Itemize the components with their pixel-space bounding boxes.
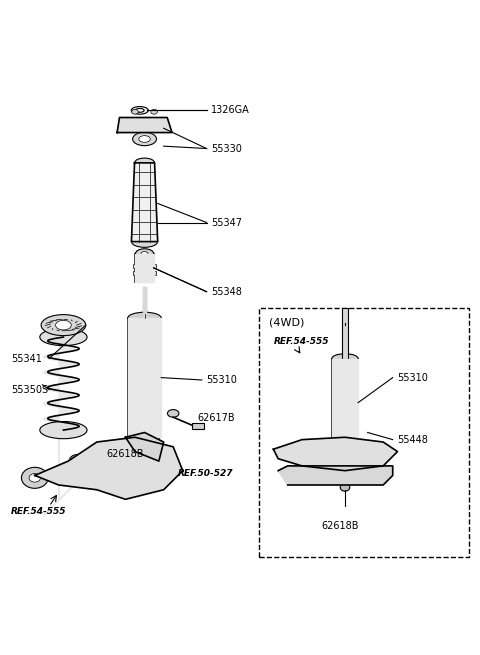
Text: REF.54-555: REF.54-555 — [11, 507, 66, 515]
Text: 62618B: 62618B — [107, 449, 144, 459]
Ellipse shape — [121, 458, 129, 464]
Polygon shape — [274, 438, 397, 471]
Text: 55348: 55348 — [211, 287, 242, 297]
Polygon shape — [117, 117, 172, 132]
Ellipse shape — [56, 320, 72, 330]
Ellipse shape — [69, 455, 86, 468]
Ellipse shape — [131, 107, 148, 114]
Text: (4WD): (4WD) — [269, 318, 304, 328]
Ellipse shape — [121, 449, 129, 455]
Ellipse shape — [132, 132, 156, 145]
Ellipse shape — [127, 124, 133, 128]
Text: 62618B: 62618B — [321, 521, 359, 531]
Ellipse shape — [303, 445, 330, 464]
Ellipse shape — [340, 483, 350, 491]
Ellipse shape — [135, 109, 144, 112]
Bar — [132, 443, 156, 451]
Text: 55347: 55347 — [211, 217, 242, 227]
Polygon shape — [125, 432, 164, 461]
Bar — [143, 287, 146, 318]
Ellipse shape — [74, 458, 82, 464]
Bar — [133, 271, 156, 275]
Polygon shape — [143, 287, 146, 318]
Ellipse shape — [132, 236, 157, 248]
Text: REF.54-555: REF.54-555 — [274, 337, 329, 346]
Ellipse shape — [367, 449, 380, 458]
Polygon shape — [278, 466, 393, 485]
Ellipse shape — [310, 449, 323, 458]
Ellipse shape — [134, 158, 155, 168]
Ellipse shape — [128, 312, 161, 324]
Text: 1326GA: 1326GA — [211, 105, 250, 115]
Polygon shape — [35, 438, 183, 499]
Bar — [333, 445, 357, 451]
Polygon shape — [132, 163, 157, 242]
Polygon shape — [332, 358, 358, 447]
Ellipse shape — [40, 328, 87, 346]
Text: 55341: 55341 — [11, 354, 42, 364]
Ellipse shape — [156, 124, 162, 128]
Bar — [342, 309, 348, 358]
Bar — [332, 358, 358, 447]
Ellipse shape — [135, 249, 154, 258]
Ellipse shape — [151, 109, 157, 114]
Text: 55330: 55330 — [211, 143, 242, 153]
Ellipse shape — [132, 109, 138, 114]
Bar — [130, 436, 159, 445]
Ellipse shape — [22, 467, 48, 489]
Ellipse shape — [139, 136, 150, 142]
Text: 62617B: 62617B — [197, 413, 235, 423]
Bar — [335, 451, 356, 457]
Ellipse shape — [139, 122, 150, 130]
Polygon shape — [128, 318, 161, 438]
Text: 55448: 55448 — [397, 435, 428, 445]
Ellipse shape — [168, 409, 179, 417]
Text: REF.50-527: REF.50-527 — [178, 468, 233, 477]
Text: 55350S: 55350S — [11, 384, 48, 394]
Polygon shape — [135, 253, 154, 282]
Ellipse shape — [332, 354, 358, 364]
Bar — [133, 264, 156, 268]
Ellipse shape — [29, 474, 40, 482]
Bar — [259, 309, 469, 557]
Ellipse shape — [117, 455, 134, 468]
Ellipse shape — [141, 252, 148, 255]
Text: 55310: 55310 — [397, 373, 428, 383]
Bar — [135, 253, 154, 282]
Ellipse shape — [134, 119, 155, 133]
Bar — [343, 325, 348, 358]
Text: 55310: 55310 — [206, 375, 238, 385]
Bar — [192, 423, 204, 428]
Bar — [128, 318, 161, 438]
Ellipse shape — [40, 422, 87, 439]
Ellipse shape — [41, 314, 86, 335]
